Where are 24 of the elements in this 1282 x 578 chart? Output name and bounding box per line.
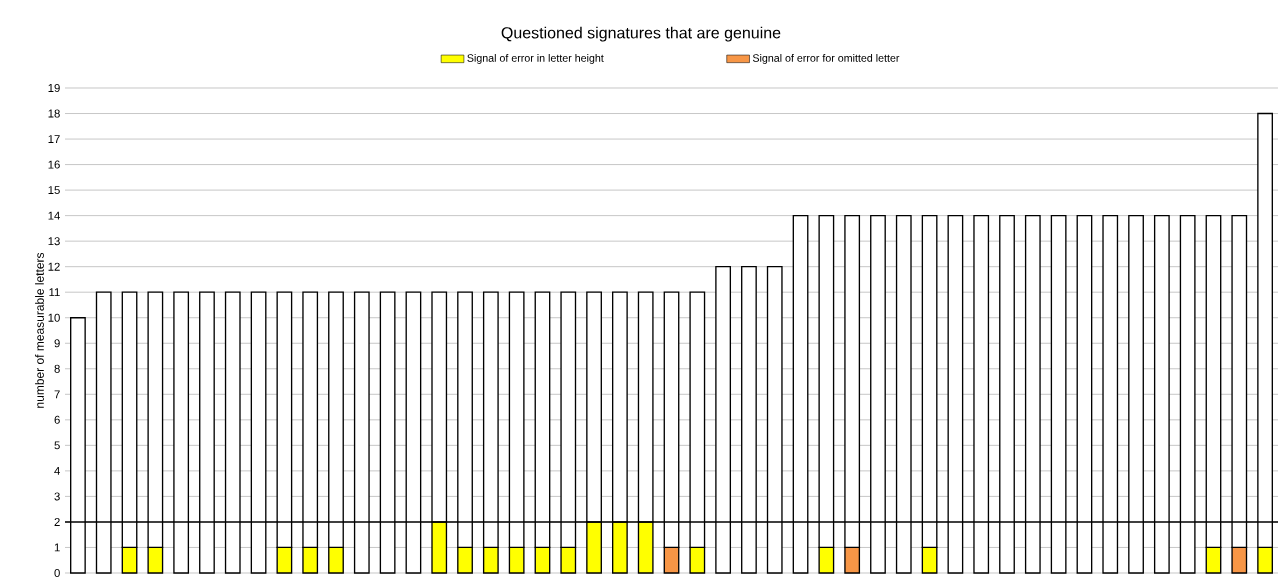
- y-tick-label: 5: [54, 441, 60, 450]
- y-tick-label: 15: [48, 186, 60, 195]
- y-tick-label: 18: [48, 109, 60, 118]
- y-tick-label: 10: [48, 313, 60, 322]
- y-tick-label: 7: [54, 390, 60, 399]
- legend-label: Signal of error for omitted letter: [752, 53, 900, 64]
- y-tick-label: 13: [48, 237, 60, 246]
- y-tick-label: 1: [54, 543, 60, 552]
- y-tick-label: 3: [54, 492, 60, 501]
- y-tick-label: 4: [54, 466, 60, 475]
- y-tick-label: 0: [54, 568, 60, 577]
- y-tick-label: 9: [54, 339, 60, 348]
- y-tick-label: 6: [54, 415, 60, 424]
- legend-label: Signal of error in letter height: [467, 53, 604, 64]
- y-tick-label: 11: [49, 288, 60, 297]
- y-tick-label: 19: [48, 83, 60, 92]
- chart-title: Questioned signatures that are genuine: [501, 26, 781, 42]
- y-tick-label: 14: [48, 211, 60, 220]
- y-axis-title: number of measurable letters: [35, 252, 44, 408]
- y-tick-label: 8: [54, 364, 60, 373]
- y-tick-label: 12: [48, 262, 60, 271]
- y-tick-label: 16: [48, 160, 60, 169]
- y-tick-label: 2: [54, 517, 60, 526]
- y-tick-label: 17: [48, 135, 60, 143]
